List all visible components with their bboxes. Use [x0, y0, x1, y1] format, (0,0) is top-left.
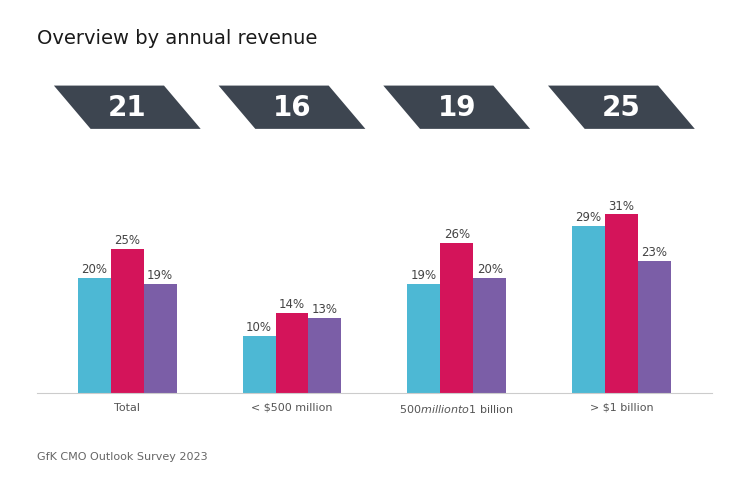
Text: 31%: 31% — [608, 199, 634, 212]
Bar — [144, 284, 177, 394]
Bar — [111, 250, 144, 394]
Text: 10%: 10% — [246, 320, 272, 333]
Bar — [407, 284, 440, 394]
Bar — [572, 227, 605, 394]
Text: 14%: 14% — [279, 297, 305, 310]
Bar — [308, 319, 341, 394]
Text: 19: 19 — [437, 94, 476, 122]
Text: 23%: 23% — [642, 245, 667, 258]
Bar — [242, 336, 275, 394]
Bar — [275, 313, 308, 394]
Bar — [473, 278, 506, 394]
Bar — [605, 215, 638, 394]
Text: 19%: 19% — [147, 268, 173, 281]
Bar — [440, 244, 473, 394]
Text: 19%: 19% — [411, 268, 437, 281]
Text: 26%: 26% — [443, 228, 470, 241]
Text: 21: 21 — [108, 94, 147, 122]
Text: 16: 16 — [272, 94, 311, 122]
Text: 13%: 13% — [312, 303, 338, 316]
Text: GfK CMO Outlook Survey 2023: GfK CMO Outlook Survey 2023 — [37, 451, 207, 461]
Text: Overview by annual revenue: Overview by annual revenue — [37, 29, 317, 48]
Text: 25%: 25% — [115, 234, 140, 247]
Text: 29%: 29% — [575, 211, 602, 224]
Text: 20%: 20% — [81, 263, 107, 276]
Bar — [78, 278, 111, 394]
Text: 25: 25 — [602, 94, 641, 122]
Text: 20%: 20% — [476, 263, 503, 276]
Bar — [638, 261, 671, 394]
